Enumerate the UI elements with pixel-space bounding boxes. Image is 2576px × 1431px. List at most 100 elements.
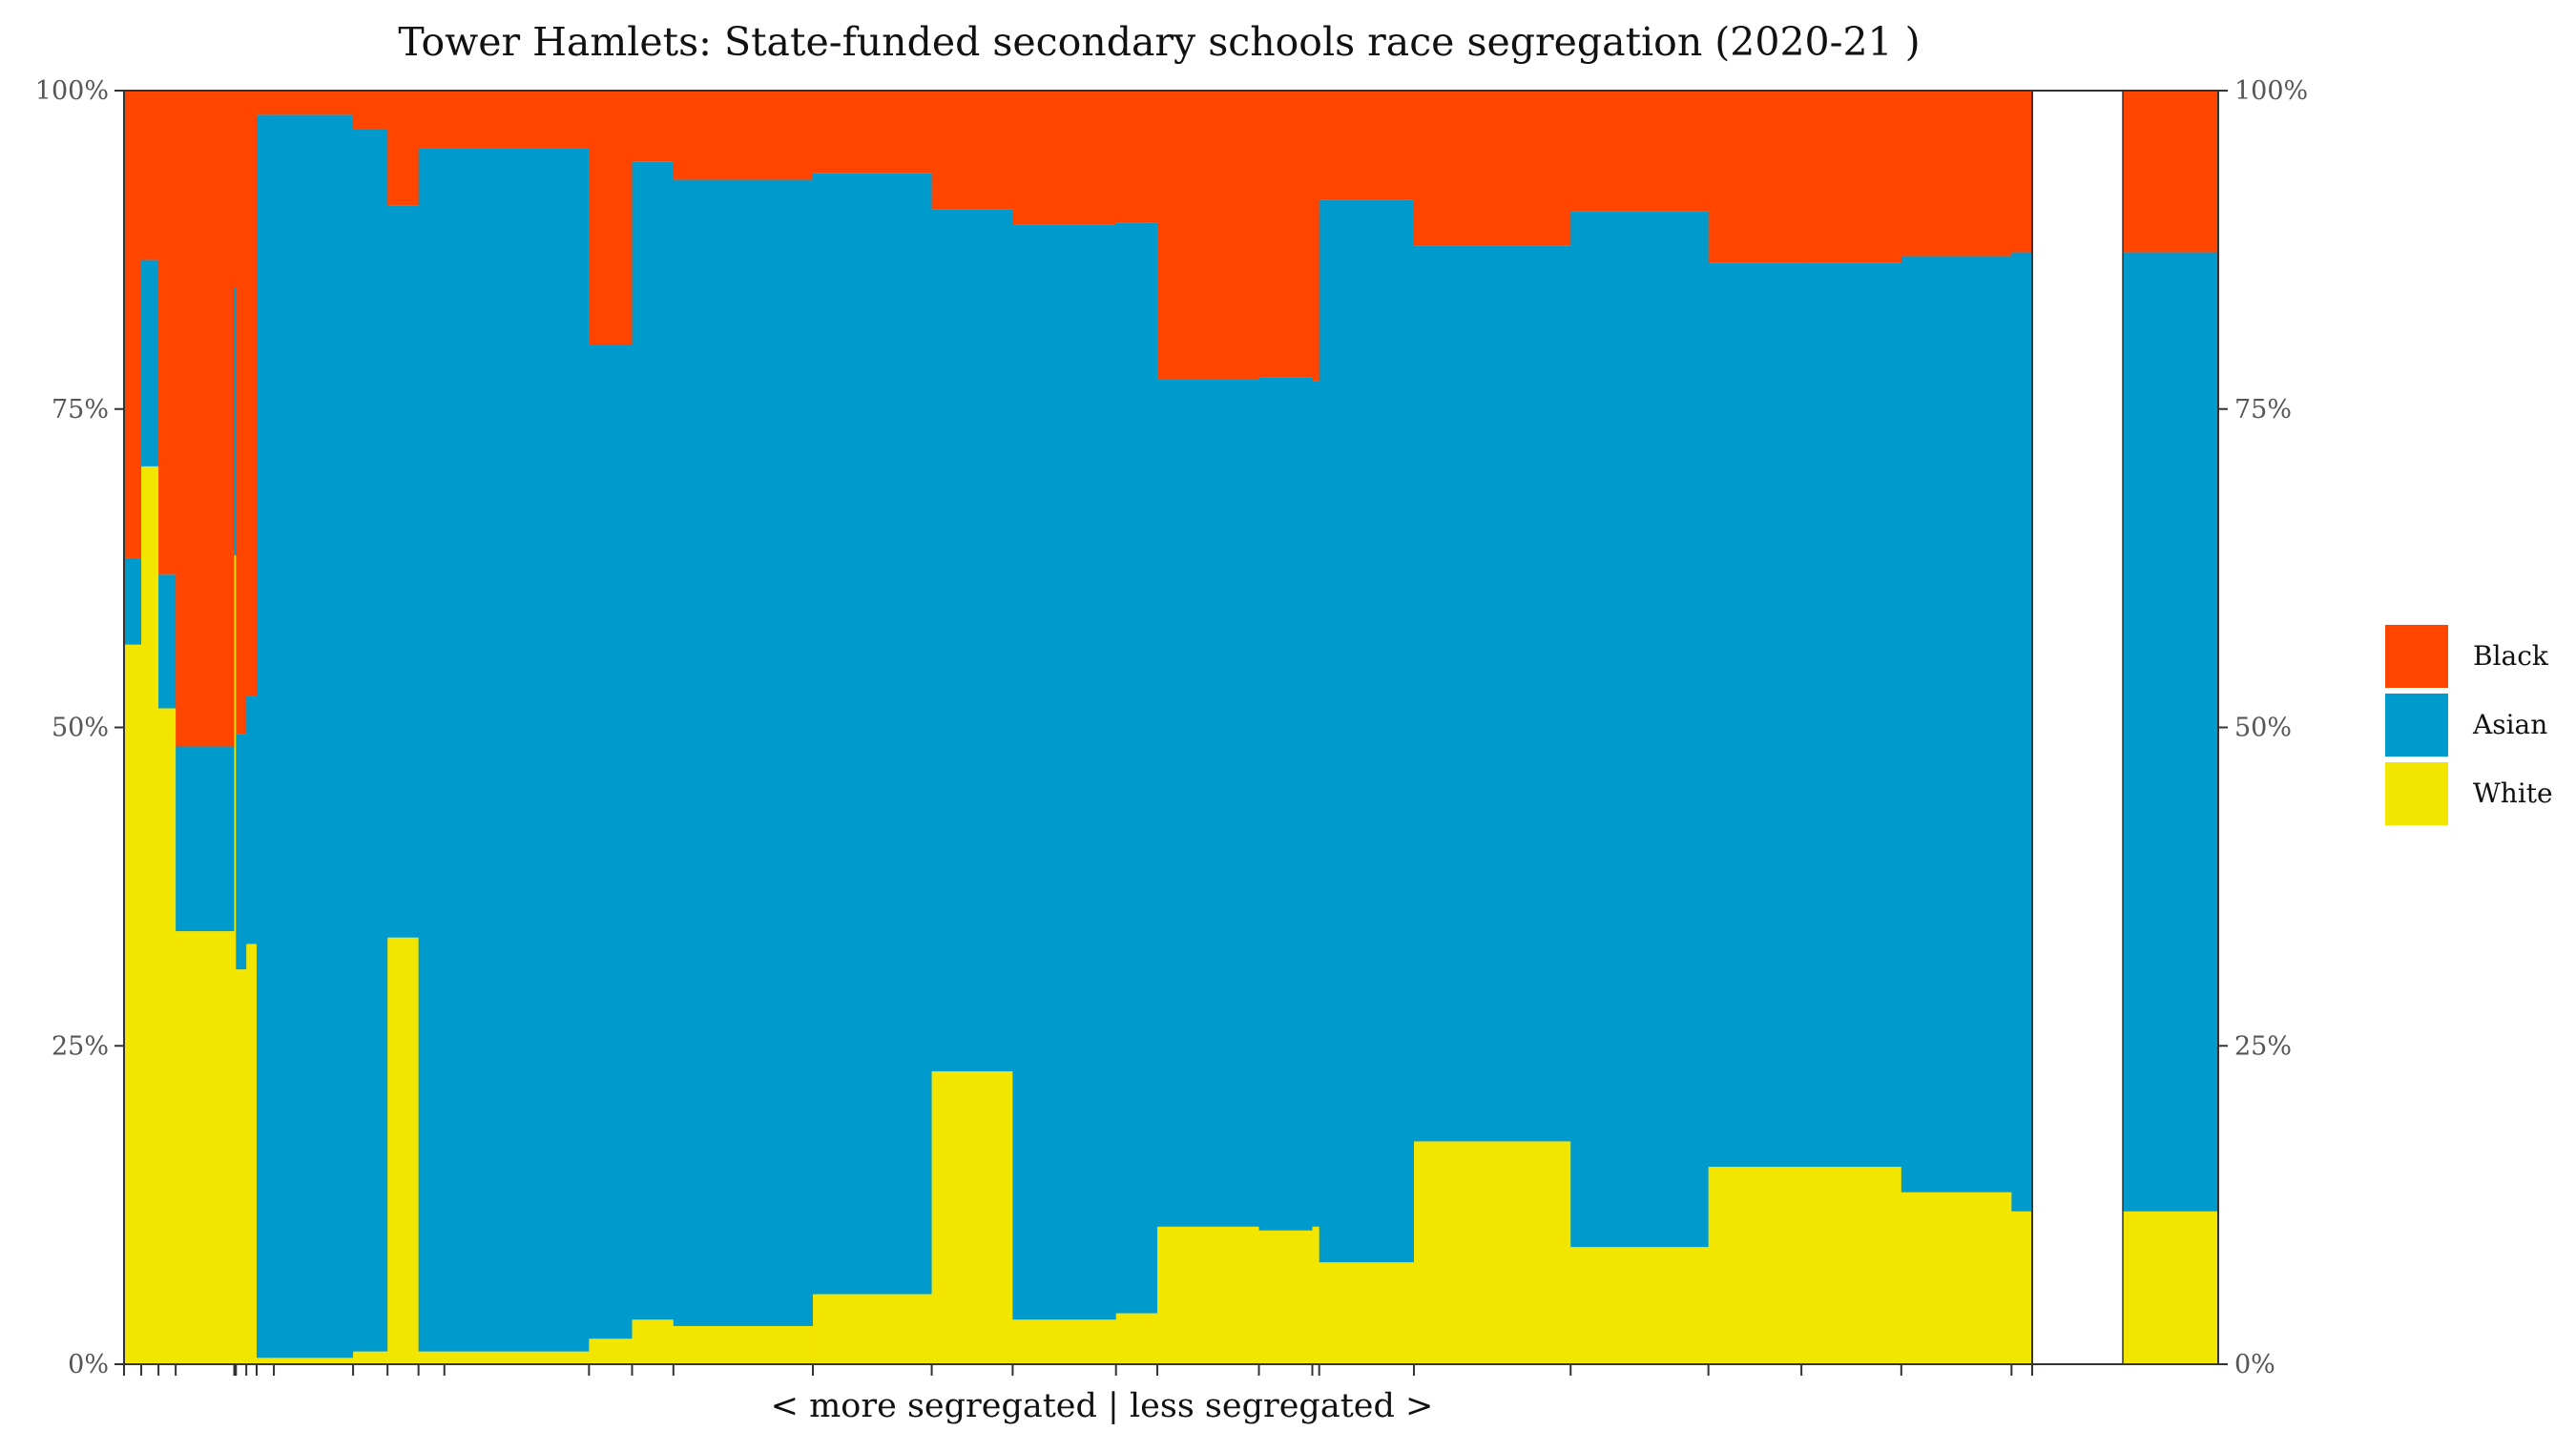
bar-segment-black	[673, 91, 814, 180]
legend-key-asian	[2385, 694, 2448, 757]
summary-segment-white	[2123, 1211, 2218, 1364]
bar-segment-asian	[1157, 380, 1260, 1227]
bar-segment-white	[124, 644, 142, 1364]
bar-segment-black	[234, 91, 237, 288]
bar-segment-black	[1258, 91, 1314, 378]
bar-segment-white	[387, 937, 420, 1364]
y-tick-label-left: 75%	[52, 395, 109, 425]
bar-segment-asian	[1012, 224, 1117, 1320]
bar-segment-white	[274, 1358, 354, 1364]
bar-segment-asian	[124, 557, 142, 645]
bar-segment-asian	[418, 148, 446, 1352]
bar-segment-white	[246, 944, 258, 1364]
bar-segment-white	[2011, 1211, 2033, 1364]
bar-segment-white	[1012, 1319, 1117, 1364]
bar-segment-asian	[256, 114, 275, 1358]
bar-segment-black	[1312, 91, 1320, 382]
bar-segment-black	[246, 91, 258, 696]
bar-segment-asian	[813, 173, 933, 1295]
bar-segment-black	[813, 91, 933, 174]
bar-segment-white	[632, 1319, 675, 1364]
bar-segment-asian	[1413, 245, 1571, 1142]
y-axis-right: 0% 25% 50% 75% 100%	[2218, 76, 2308, 1379]
bar-segment-white	[1801, 1167, 1902, 1364]
bar-segment-black	[236, 91, 247, 735]
bar-segment-asian	[1708, 262, 1802, 1168]
bar-segment-asian	[353, 129, 388, 1352]
bar-segment-white	[931, 1070, 1014, 1364]
bar-segment-black	[2011, 91, 2033, 253]
bar-segment-asian	[387, 205, 420, 938]
legend-key-black	[2385, 625, 2448, 688]
summary-segment-asian	[2123, 252, 2218, 1212]
summary-segment-black	[2123, 91, 2218, 253]
bar-segment-white	[418, 1351, 446, 1364]
bar-segment-black	[158, 91, 177, 575]
legend-label-white: White	[2473, 778, 2553, 809]
bar-segment-asian	[1901, 256, 2012, 1192]
bar-segment-asian	[236, 734, 247, 970]
bar-segment-white	[589, 1338, 634, 1364]
bar-segment-white	[1413, 1141, 1571, 1365]
bar-segment-white	[176, 931, 236, 1364]
bar-segment-asian	[444, 148, 590, 1352]
y-tick-label-left: 100%	[35, 76, 109, 106]
legend: Black Asian White	[2385, 625, 2553, 825]
bar-segment-black	[589, 91, 634, 345]
bar-segment-white	[234, 555, 237, 1364]
chart-title: Tower Hamlets: State-funded secondary sc…	[398, 19, 1920, 65]
bar-segment-asian	[176, 746, 236, 932]
bar-segment-asian	[1115, 222, 1158, 1314]
bar-segment-black	[632, 91, 675, 162]
bar-segment-asian	[1312, 381, 1320, 1227]
bar-segment-black	[1012, 91, 1117, 225]
bar-segment-black	[387, 91, 420, 206]
bar-segment-black	[1801, 91, 1902, 263]
bar-segment-asian	[589, 345, 634, 1339]
y-tick-label-left: 0%	[68, 1350, 109, 1379]
bar-segment-white	[158, 708, 177, 1364]
bar-segment-black	[1413, 91, 1571, 246]
bar-segment-black	[1708, 91, 1802, 263]
x-axis-label: < more segregated | less segregated >	[771, 1387, 1434, 1425]
bar-segment-black	[256, 91, 275, 115]
bar-segment-asian	[1570, 211, 1710, 1248]
y-tick-label-right: 50%	[2234, 714, 2292, 743]
bar-segment-white	[353, 1351, 388, 1364]
bar-segment-black	[931, 91, 1014, 210]
bar-segment-black	[1115, 91, 1158, 223]
bar-segment-asian	[234, 287, 237, 556]
main-bars	[124, 91, 2033, 1365]
bar-segment-white	[1319, 1262, 1415, 1364]
bar-segment-black	[1570, 91, 1710, 212]
bar-segment-asian	[1258, 377, 1314, 1231]
bar-segment-black	[1157, 91, 1260, 381]
bar-segment-asian	[673, 179, 814, 1326]
bar-segment-black	[274, 91, 354, 115]
bar-segment-white	[1708, 1167, 1802, 1364]
y-tick-label-left: 25%	[52, 1031, 109, 1061]
bar-segment-white	[1115, 1313, 1158, 1364]
bar-segment-white	[1157, 1226, 1260, 1364]
y-tick-label-right: 0%	[2234, 1350, 2275, 1379]
bar-segment-white	[141, 466, 159, 1365]
y-tick-label-right: 25%	[2234, 1031, 2292, 1061]
y-tick-label-right: 75%	[2234, 395, 2292, 425]
bar-segment-black	[124, 91, 142, 558]
legend-label-asian: Asian	[2472, 709, 2547, 740]
bar-segment-asian	[632, 161, 675, 1320]
summary-bars	[2123, 91, 2218, 1364]
bar-segment-black	[176, 91, 236, 747]
bar-segment-asian	[141, 259, 159, 467]
y-tick-label-left: 50%	[52, 714, 109, 743]
bar-segment-white	[1901, 1192, 2012, 1364]
bar-segment-white	[1312, 1226, 1320, 1364]
bar-segment-black	[1319, 91, 1415, 200]
y-tick-label-right: 100%	[2234, 76, 2308, 106]
bar-segment-white	[256, 1358, 275, 1364]
bar-segment-white	[1570, 1247, 1710, 1364]
bar-segment-asian	[1319, 199, 1415, 1263]
bar-segment-white	[236, 969, 247, 1364]
legend-label-black: Black	[2473, 640, 2549, 672]
